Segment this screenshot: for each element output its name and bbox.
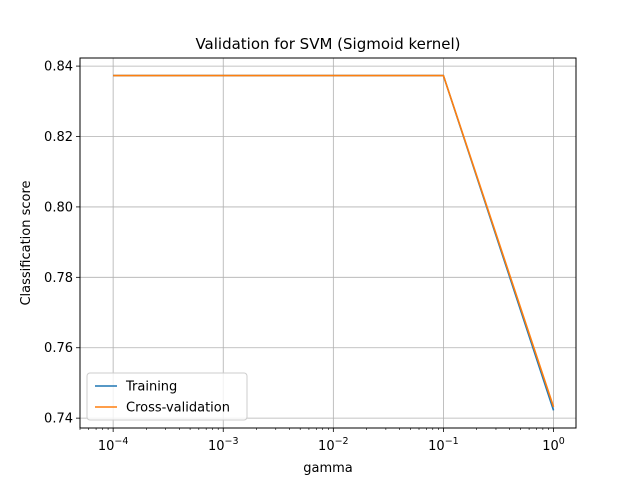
- y-tick-label: 0.80: [44, 200, 73, 215]
- x-tick-base: 10: [428, 439, 445, 454]
- y-tick-label: 0.74: [44, 412, 73, 427]
- legend: Training Cross-validation: [86, 372, 248, 421]
- x-tick-base: 10: [318, 439, 335, 454]
- ticks: 10−4 10−3 10−2 10−1 1000.740.760.780.800.820…: [44, 60, 565, 454]
- chart-title: Validation for SVM (Sigmoid kernel): [195, 35, 460, 53]
- x-axis-label: gamma: [303, 461, 353, 476]
- x-tick-label: 10−1: [428, 436, 459, 454]
- x-tick-exponent: −4: [114, 436, 128, 447]
- x-tick-exponent: −1: [445, 436, 459, 447]
- x-tick-exponent: −3: [225, 436, 239, 447]
- y-tick-label: 0.76: [44, 341, 73, 356]
- y-tick-label: 0.78: [44, 271, 73, 286]
- x-tick-label: 100: [542, 436, 565, 454]
- x-tick-base: 10: [98, 439, 115, 454]
- legend-label: Cross-validation: [126, 401, 230, 416]
- series-lines: [113, 74, 555, 411]
- y-axis-label: Classification score: [19, 180, 34, 305]
- x-tick-exponent: 0: [559, 436, 565, 447]
- x-tick-base: 10: [208, 439, 225, 454]
- series-line-cross-validation: [113, 74, 555, 408]
- grid: [80, 58, 576, 428]
- legend-label: Training: [125, 380, 177, 395]
- x-tick-base: 10: [542, 439, 559, 454]
- x-tick-exponent: −2: [335, 436, 349, 447]
- legend-box: [86, 372, 248, 421]
- y-tick-label: 0.82: [44, 130, 73, 145]
- x-tick-label: 10−3: [208, 436, 239, 454]
- y-tick-label: 0.84: [44, 60, 73, 75]
- x-tick-label: 10−2: [318, 436, 349, 454]
- x-tick-label: 10−4: [98, 436, 129, 454]
